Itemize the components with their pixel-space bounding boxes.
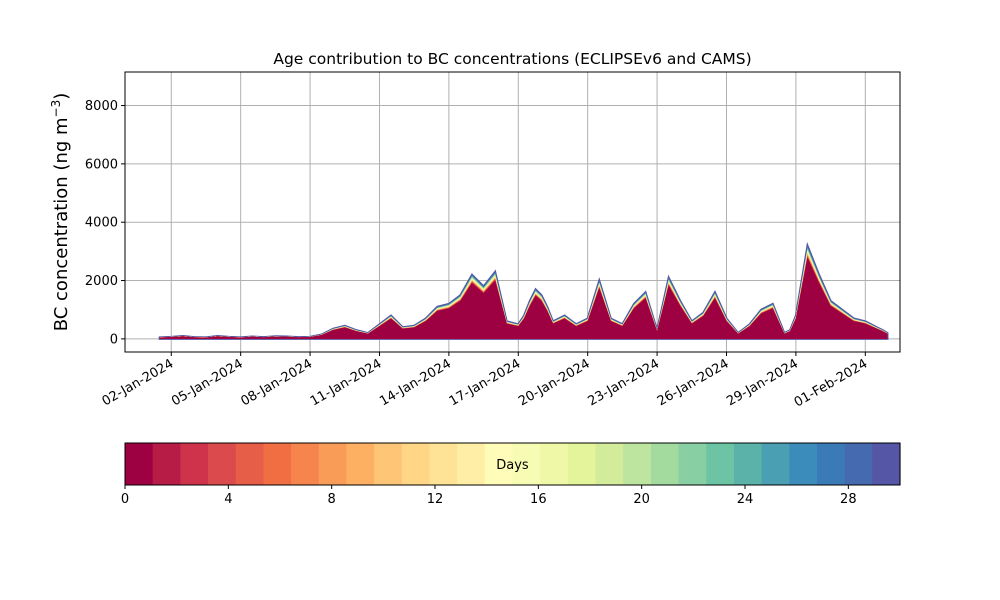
plot-frame xyxy=(124,71,901,353)
colorbar-swatch xyxy=(235,443,264,485)
x-tick-label: 05-Jan-2024 xyxy=(169,356,246,409)
x-axis: 02-Jan-202405-Jan-202408-Jan-202411-Jan-… xyxy=(100,352,871,410)
y-tick-label: 4000 xyxy=(85,216,118,231)
colorbar-swatch xyxy=(401,443,431,485)
grid-lines xyxy=(125,72,900,352)
x-tick-label: 11-Jan-2024 xyxy=(308,356,385,409)
colorbar-swatch xyxy=(761,443,790,485)
colorbar-label: Days xyxy=(496,458,529,473)
colorbar-swatch xyxy=(844,443,873,485)
colorbar-tick-label: 20 xyxy=(633,492,650,507)
colorbar-swatch xyxy=(429,443,458,485)
colorbar-swatch xyxy=(789,443,818,485)
colorbar-swatch xyxy=(125,443,154,485)
colorbar-swatch xyxy=(650,443,680,485)
y-axis-label-sup: −3 xyxy=(49,100,63,118)
colorbar-swatch xyxy=(208,443,237,485)
colorbar-tick-label: 16 xyxy=(530,492,547,507)
y-axis-label-main: BC concentration (ng m xyxy=(51,117,72,331)
colorbar-swatch xyxy=(512,443,541,485)
colorbar-swatch xyxy=(706,443,735,485)
y-tick-label: 0 xyxy=(110,332,118,347)
colorbar-swatch xyxy=(623,443,652,485)
y-axis-label: BC concentration (ng m−3) xyxy=(49,93,72,332)
age-layer-0-1-days xyxy=(159,257,888,339)
colorbar-swatch xyxy=(872,443,901,485)
colorbar-swatch xyxy=(291,443,320,485)
colorbar-swatch xyxy=(816,443,846,485)
x-tick-label: 26-Jan-2024 xyxy=(655,356,732,409)
colorbar-swatch xyxy=(152,443,181,485)
colorbar-swatch xyxy=(678,443,707,485)
colorbar xyxy=(125,443,901,485)
x-tick-label: 17-Jan-2024 xyxy=(447,356,524,409)
colorbar-tick-label: 12 xyxy=(427,492,444,507)
x-tick-label: 01-Feb-2024 xyxy=(792,356,871,410)
colorbar-tick-label: 28 xyxy=(840,492,857,507)
colorbar-swatch xyxy=(457,443,486,485)
x-tick-label: 14-Jan-2024 xyxy=(377,356,454,409)
y-axis: 0 2000 4000 6000 8000 xyxy=(85,99,125,347)
colorbar-swatch xyxy=(374,443,403,485)
stacked-area-layers xyxy=(158,241,889,340)
colorbar-tick-label: 8 xyxy=(328,492,336,507)
x-tick-label: 02-Jan-2024 xyxy=(100,356,177,409)
chart-title: Age contribution to BC concentrations (E… xyxy=(273,50,751,68)
colorbar-swatch xyxy=(263,443,292,485)
colorbar-tick-label: 4 xyxy=(224,492,232,507)
colorbar-swatch xyxy=(318,443,348,485)
colorbar-swatch xyxy=(595,443,624,485)
x-tick-label: 23-Jan-2024 xyxy=(585,356,662,409)
colorbar-swatch xyxy=(346,443,375,485)
colorbar-swatch xyxy=(540,443,569,485)
colorbar-frame xyxy=(124,442,901,486)
x-tick-label: 20-Jan-2024 xyxy=(516,356,593,409)
y-axis-label-close: ) xyxy=(51,93,72,100)
colorbar-tick-label: 0 xyxy=(121,492,129,507)
x-tick-label: 08-Jan-2024 xyxy=(238,356,315,409)
colorbar-swatch xyxy=(567,443,597,485)
y-tick-label: 2000 xyxy=(85,274,118,289)
colorbar-swatch xyxy=(733,443,763,485)
y-tick-label: 6000 xyxy=(85,157,118,172)
y-tick-label: 8000 xyxy=(85,99,118,114)
colorbar-swatch xyxy=(484,443,514,485)
colorbar-tick-label: 24 xyxy=(737,492,754,507)
x-tick-label: 29-Jan-2024 xyxy=(724,356,801,409)
colorbar-swatch xyxy=(180,443,209,485)
colorbar-axis: 0 4 8 12 16 20 24 28 xyxy=(121,485,857,507)
